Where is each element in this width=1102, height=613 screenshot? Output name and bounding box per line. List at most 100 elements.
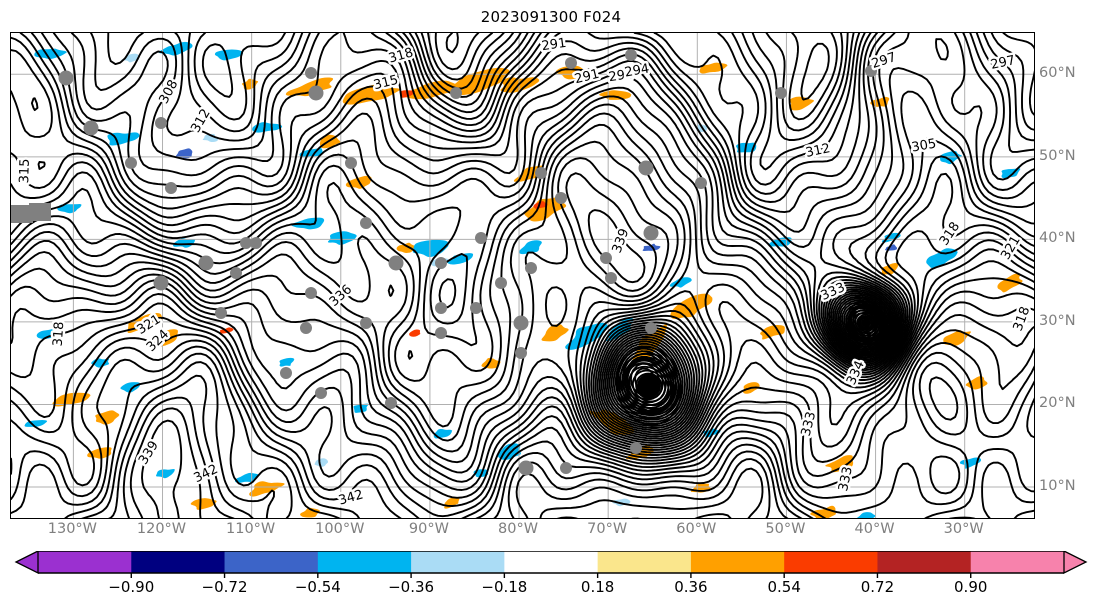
secondary-cyclone bbox=[845, 300, 887, 346]
svg-text:297: 297 bbox=[870, 50, 898, 72]
station-marker bbox=[153, 275, 169, 291]
station-marker bbox=[435, 302, 447, 314]
colorbar-segment bbox=[317, 551, 412, 573]
colorbar-extend-under bbox=[14, 551, 39, 575]
colorbar-segment bbox=[690, 551, 785, 573]
svg-text:291: 291 bbox=[573, 67, 601, 88]
colorbar-segment bbox=[411, 551, 505, 573]
station-marker bbox=[315, 387, 327, 399]
station-marker bbox=[305, 67, 317, 79]
station-marker bbox=[240, 237, 252, 249]
longitude-tick-10: 30°W bbox=[943, 521, 984, 537]
station-markers bbox=[11, 49, 877, 476]
colorbar-segment bbox=[597, 551, 692, 573]
colorbar-tick-3: −0.36 bbox=[388, 578, 435, 596]
longitude-tick-2: 110°W bbox=[226, 521, 276, 537]
longitude-tick-5: 80°W bbox=[498, 521, 539, 537]
station-marker bbox=[230, 267, 242, 279]
svg-text:342: 342 bbox=[337, 487, 365, 508]
colorbar-tick-8: 0.72 bbox=[860, 578, 895, 596]
station-marker bbox=[165, 182, 177, 194]
station-marker bbox=[515, 347, 527, 359]
station-marker bbox=[518, 460, 534, 476]
colorbar-segment bbox=[877, 551, 972, 573]
svg-text:315: 315 bbox=[17, 158, 33, 183]
station-marker bbox=[155, 117, 167, 129]
station-marker bbox=[535, 167, 547, 179]
colorbar-swatches bbox=[14, 551, 1088, 578]
major-cyclone bbox=[615, 346, 683, 426]
colorbar[interactable] bbox=[8, 551, 1094, 585]
station-marker bbox=[388, 255, 404, 271]
longitude-axis: 130°W 120°W 110°W 100°W 90°W 80°W 70°W 60°W 50°W… bbox=[10, 521, 1035, 545]
colorbar-segment bbox=[504, 551, 599, 573]
longitude-tick-9: 40°W bbox=[854, 521, 895, 537]
station-marker bbox=[555, 192, 567, 204]
station-marker bbox=[385, 397, 397, 409]
svg-text:294: 294 bbox=[608, 67, 635, 85]
station-marker bbox=[513, 315, 529, 331]
longitude-tick-0: 130°W bbox=[47, 521, 98, 537]
station-marker bbox=[475, 232, 487, 244]
station-marker bbox=[605, 272, 617, 284]
colorbar-tick-labels: −0.90 −0.72 −0.54 −0.36 −0.18 0.18 0.36 0.54 0.7… bbox=[8, 578, 1094, 604]
station-marker bbox=[250, 237, 262, 249]
colorbar-segment bbox=[224, 551, 319, 573]
colorbar-extend-over bbox=[1063, 551, 1088, 575]
colorbar-tick-1: −0.72 bbox=[201, 578, 248, 596]
colorbar-tick-4: −0.18 bbox=[481, 578, 528, 596]
station-marker bbox=[308, 85, 324, 101]
colorbar-segment bbox=[38, 551, 132, 573]
latitude-axis: 60°N 50°N 40°N 30°N 20°N 10°N bbox=[1039, 32, 1101, 519]
station-marker bbox=[470, 302, 482, 314]
station-marker bbox=[435, 327, 447, 339]
svg-text:312: 312 bbox=[804, 141, 831, 161]
colorbar-tick-6: 0.36 bbox=[674, 578, 708, 596]
map-axes[interactable]: 315 315 318 318 291 291 291 291 294 294 294 294 297 2… bbox=[10, 32, 1035, 519]
svg-text:315: 315 bbox=[372, 73, 400, 94]
svg-text:318: 318 bbox=[51, 321, 68, 347]
station-marker bbox=[645, 322, 657, 334]
cyclone-centers bbox=[615, 300, 887, 426]
station-marker bbox=[450, 87, 462, 99]
svg-text:297: 297 bbox=[989, 53, 1016, 73]
svg-text:291: 291 bbox=[541, 36, 568, 54]
station-marker bbox=[495, 277, 507, 289]
longitude-tick-1: 120°W bbox=[136, 521, 187, 537]
station-marker bbox=[360, 317, 372, 329]
svg-text:291: 291 bbox=[541, 36, 568, 54]
colorbar-segment bbox=[131, 551, 226, 573]
colorbar-tick-7: 0.54 bbox=[767, 578, 801, 596]
svg-text:315: 315 bbox=[17, 158, 33, 183]
longitude-tick-8: 50°W bbox=[765, 521, 806, 537]
svg-text:318: 318 bbox=[51, 321, 68, 347]
colorbar-tick-5: 0.18 bbox=[580, 578, 615, 596]
colorbar-tick-0: −0.90 bbox=[108, 578, 155, 596]
station-marker bbox=[695, 177, 707, 189]
station-marker bbox=[643, 225, 659, 241]
station-marker bbox=[300, 322, 312, 334]
colorbar-tick-2: −0.54 bbox=[294, 578, 341, 596]
station-marker bbox=[83, 120, 99, 136]
station-marker bbox=[435, 257, 447, 269]
latitude-tick-1: 50°N bbox=[1039, 147, 1076, 164]
latitude-tick-0: 60°N bbox=[1039, 65, 1076, 82]
svg-text:333: 333 bbox=[799, 410, 820, 438]
station-marker bbox=[360, 217, 372, 229]
latitude-tick-5: 10°N bbox=[1039, 477, 1076, 494]
colorbar-tick-9: 0.90 bbox=[954, 578, 988, 596]
latitude-tick-4: 20°N bbox=[1039, 395, 1076, 412]
latitude-tick-2: 40°N bbox=[1039, 230, 1076, 247]
station-marker bbox=[280, 367, 292, 379]
colorbar-segment bbox=[970, 551, 1065, 573]
station-marker bbox=[775, 87, 787, 99]
svg-text:294: 294 bbox=[608, 67, 635, 85]
